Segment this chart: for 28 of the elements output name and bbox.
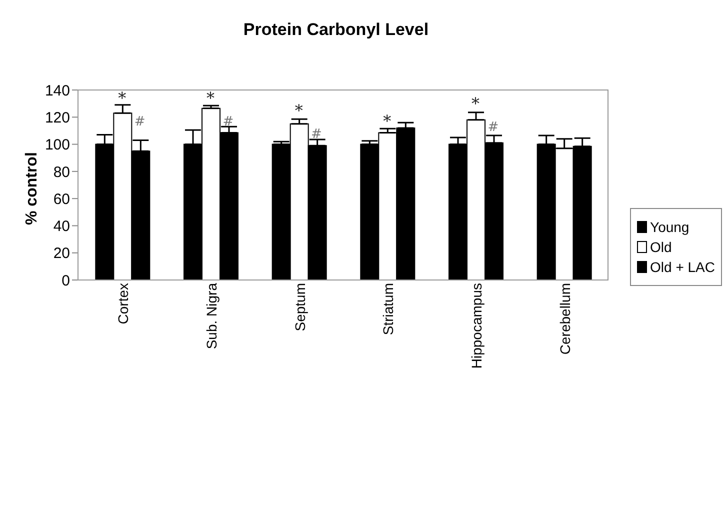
- y-tick-label: 20: [53, 245, 70, 262]
- annotation: *: [472, 94, 480, 113]
- y-tick-label: 80: [53, 164, 70, 181]
- annotation: #: [488, 120, 499, 135]
- legend-label: Young: [650, 219, 690, 235]
- legend-label: Old: [650, 239, 672, 255]
- annotation: *: [383, 112, 392, 131]
- y-tick-label: 0: [62, 272, 70, 290]
- x-tick-label: Striatum: [380, 283, 396, 336]
- y-axis-title: % control: [24, 152, 41, 225]
- y-tick-label: 60: [53, 190, 70, 208]
- annotation: *: [118, 88, 126, 108]
- x-tick-label: Cerebellum: [556, 283, 573, 355]
- annotation: #: [311, 126, 322, 142]
- annotation: *: [206, 88, 214, 108]
- y-tick-label: 140: [44, 82, 70, 100]
- y-tick-label: 40: [53, 218, 70, 236]
- x-tick-label: Septum: [292, 283, 308, 332]
- annotation: #: [222, 114, 234, 130]
- x-tick-label: Hippocampus: [468, 283, 484, 369]
- annotation: #: [134, 114, 146, 130]
- legend-label: Old + LAC: [650, 259, 715, 275]
- x-tick-label: Cortex: [115, 283, 132, 324]
- y-tick-label: 120: [44, 109, 70, 126]
- x-tick-label: Sub. Nigra: [203, 282, 220, 350]
- y-tick-label: 100: [44, 136, 70, 154]
- annotation: *: [294, 100, 303, 120]
- chart-title: Protein Carbonyl Level: [242, 20, 430, 40]
